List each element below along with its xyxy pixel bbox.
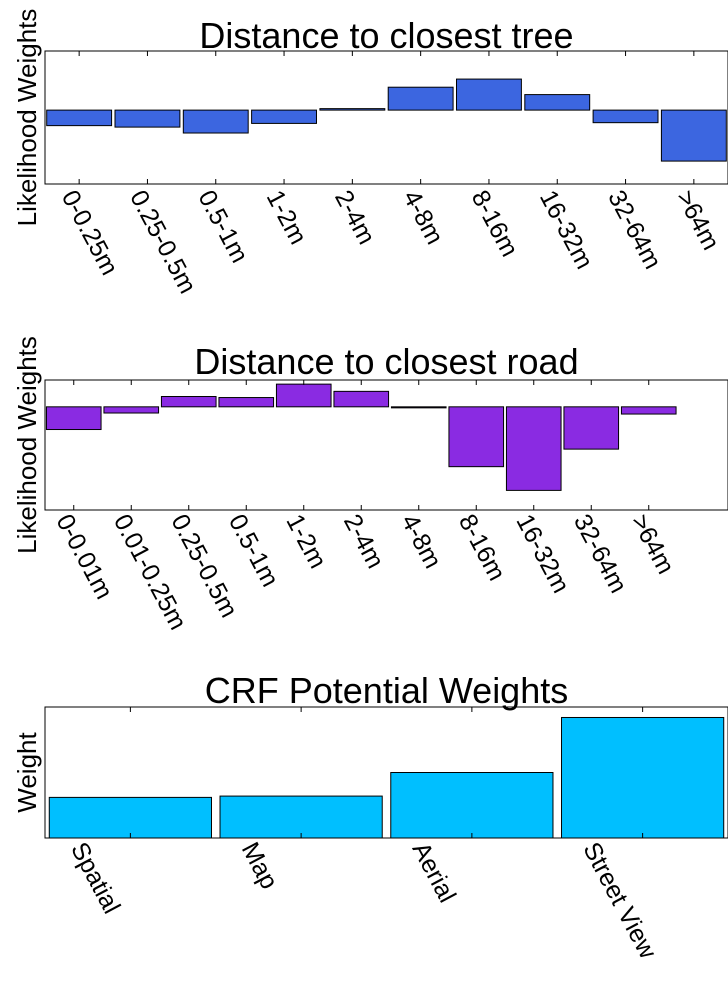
bar-street-view xyxy=(561,716,725,839)
x-tick-label: 32-64m xyxy=(602,186,667,274)
plot-frame xyxy=(44,706,728,839)
y-axis-label: Likelihood Weights xyxy=(12,9,42,227)
bar-16-32m xyxy=(524,94,591,111)
bar-16-32m xyxy=(505,406,562,491)
plot-frame xyxy=(44,379,728,511)
y-axis-label: Weight xyxy=(12,732,42,813)
x-tick-label: 32-64m xyxy=(568,510,633,598)
x-tick-label: 1-2m xyxy=(261,186,312,249)
chart-panel-road-distance: Distance to closest road Likelihood Weigh… xyxy=(12,336,728,634)
bar-0-0-01m xyxy=(45,406,102,431)
bar-32-64m xyxy=(592,109,659,124)
x-tick-label: 1-2m xyxy=(280,510,331,573)
x-tick-label: 16-32m xyxy=(534,186,599,274)
x-tick-label: 0.5-1m xyxy=(192,186,253,268)
bar-32-64m xyxy=(563,406,620,450)
bar-4-8m xyxy=(390,406,447,409)
x-tick-label: >64m xyxy=(671,186,725,255)
x-tick-label: 8-16m xyxy=(453,510,511,586)
bar-0-5-1m xyxy=(182,109,249,134)
bar-2-4m xyxy=(319,108,386,111)
bar-0-0-25m xyxy=(46,109,113,127)
x-tick-label: 0.25-0.5m xyxy=(124,186,202,299)
x-tick-label: >64m xyxy=(625,510,679,579)
x-tick-label: 2-4m xyxy=(338,510,389,573)
bar-0-25-0-5m xyxy=(160,396,217,408)
bar-spatial xyxy=(48,796,212,839)
chart-title: CRF Potential Weights xyxy=(205,670,568,711)
bar-1-2m xyxy=(251,109,317,124)
x-tick-label: Street View xyxy=(577,838,662,964)
bar-0-25-0-5m xyxy=(114,109,181,128)
x-tick-label: 16-32m xyxy=(510,510,575,598)
x-tick-label: 0-0.25m xyxy=(56,186,124,280)
chart-title: Distance to closest tree xyxy=(199,15,573,56)
bar-64m xyxy=(660,109,727,162)
x-tick-label: 2-4m xyxy=(329,186,380,249)
x-tick-label: Spatial xyxy=(65,838,126,919)
bar-2-4m xyxy=(333,390,390,408)
chart-panel-crf-weights: CRF Potential Weights Weight Spatial Map Aer… xyxy=(12,670,728,964)
chart-panel-tree-distance: Distance to closest tree Likelihood Weigh… xyxy=(12,9,728,299)
bar-1-2m xyxy=(275,383,332,408)
chart-title: Distance to closest road xyxy=(194,341,578,382)
bar-4-8m xyxy=(387,86,454,111)
x-tick-label: 0-0.01m xyxy=(50,510,118,604)
bar-0-5-1m xyxy=(218,397,275,408)
bar-0-01-0-25m xyxy=(103,406,160,414)
bar-map xyxy=(219,795,383,839)
x-tick-label: 4-8m xyxy=(397,186,448,249)
x-tick-label: 8-16m xyxy=(466,186,524,262)
bar-8-16m xyxy=(448,406,505,468)
bar-8-16m xyxy=(456,78,522,111)
bar-aerial xyxy=(390,772,554,839)
plot-frame xyxy=(44,50,728,185)
bar-64m xyxy=(620,406,677,415)
x-tick-label: Map xyxy=(236,838,284,894)
x-tick-label: 4-8m xyxy=(395,510,446,573)
x-tick-label: 0.5-1m xyxy=(223,510,284,592)
y-axis-label: Likelihood Weights xyxy=(12,336,42,554)
x-tick-label: Aerial xyxy=(407,838,462,908)
